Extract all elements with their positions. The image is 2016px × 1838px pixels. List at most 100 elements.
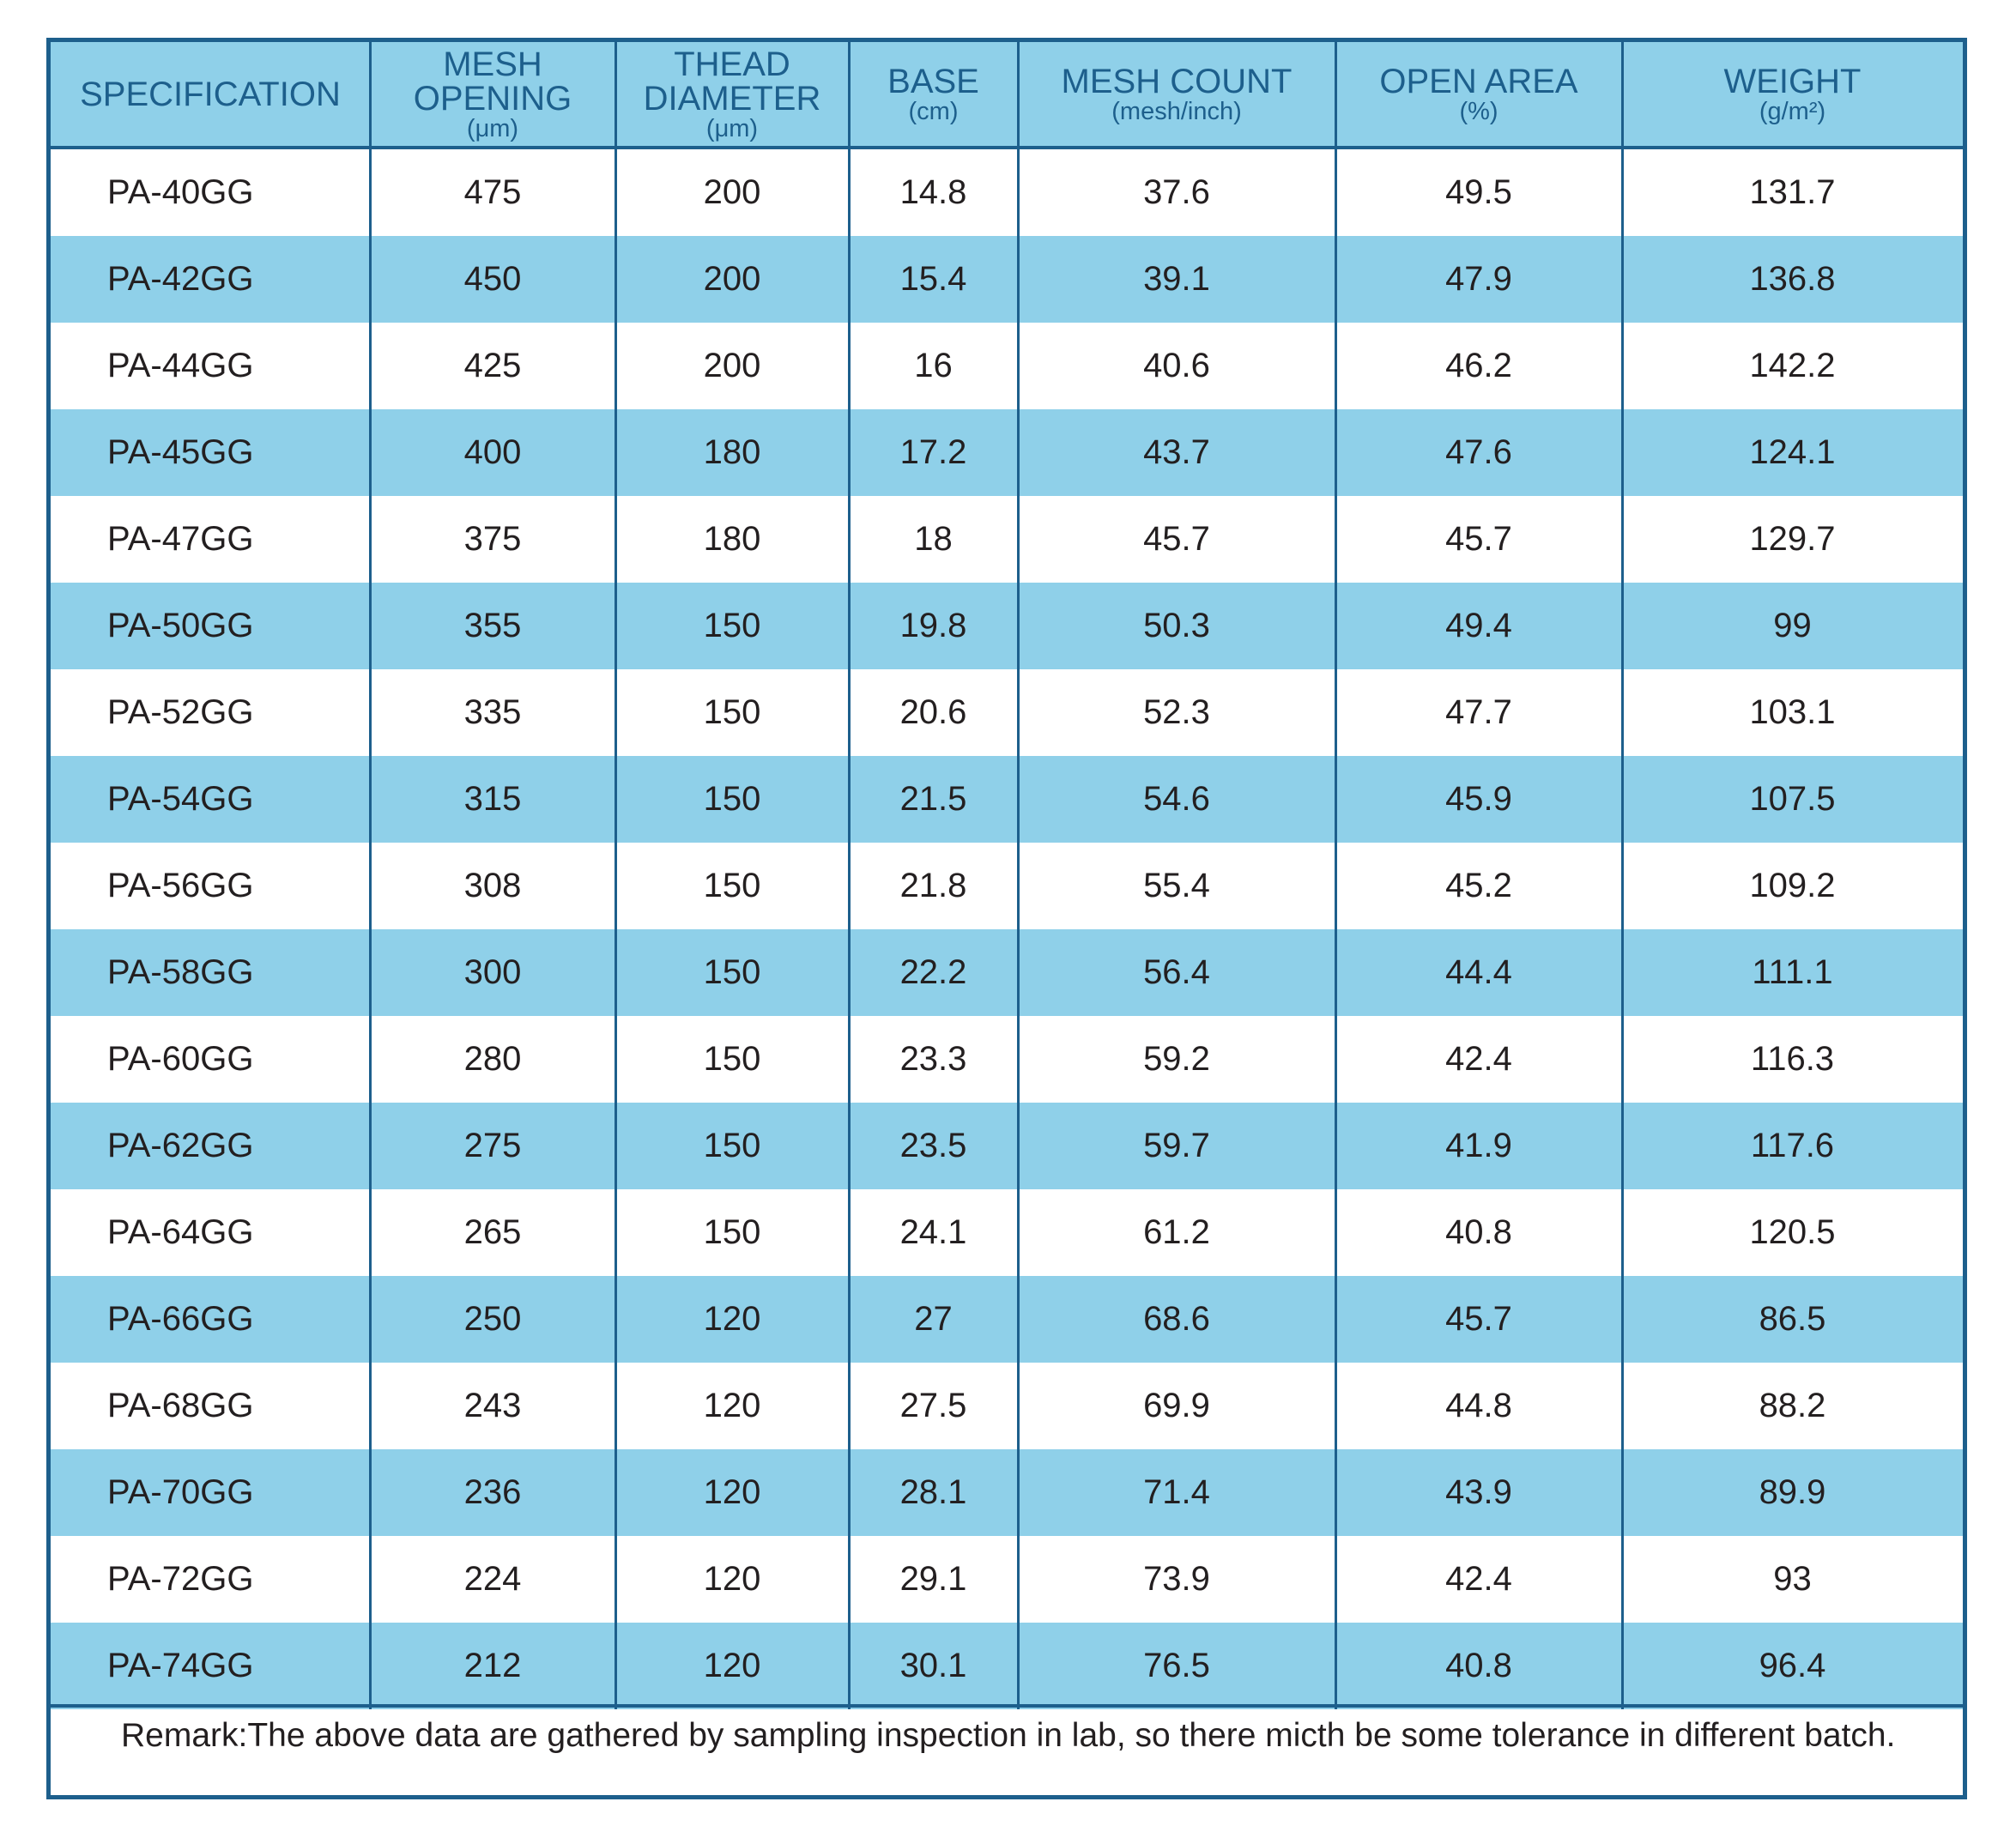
cell-mesh-count: 50.3 — [1143, 607, 1210, 644]
table-row: PA-70GG 236 120 28.1 71.4 43.9 89.9 — [51, 1449, 1963, 1536]
cell-mesh-opening: 212 — [463, 1647, 522, 1684]
header-base-title: BASE — [887, 62, 979, 100]
cell-weight: 116.3 — [1750, 1040, 1835, 1078]
table-row: PA-60GG 280 150 23.3 59.2 42.4 116.3 — [51, 1016, 1963, 1103]
cell-thread-diameter: 150 — [703, 1213, 761, 1251]
cell-weight: 89.9 — [1759, 1473, 1826, 1511]
column-divider — [369, 42, 372, 1709]
cell-mesh-opening: 243 — [463, 1387, 522, 1424]
cell-thread-diameter: 180 — [703, 433, 761, 471]
cell-base: 27 — [914, 1300, 953, 1338]
cell-base: 23.5 — [899, 1127, 967, 1164]
cell-base: 29.1 — [899, 1560, 967, 1598]
table-row: PA-64GG 265 150 24.1 61.2 40.8 120.5 — [51, 1189, 1963, 1276]
cell-thread-diameter: 200 — [703, 347, 761, 384]
cell-weight: 117.6 — [1750, 1127, 1835, 1164]
cell-open-area: 46.2 — [1445, 347, 1512, 384]
column-divider — [1335, 42, 1337, 1709]
header-thread-diameter: THEAD DIAMETER (μm) — [615, 42, 849, 146]
header-mesh-opening-unit: (μm) — [466, 114, 519, 142]
header-mesh-count-unit: (mesh/inch) — [1111, 97, 1242, 125]
cell-specification: PA-66GG — [107, 1300, 254, 1338]
cell-specification: PA-74GG — [107, 1647, 254, 1684]
cell-open-area: 45.2 — [1445, 867, 1512, 904]
cell-mesh-count: 55.4 — [1143, 867, 1210, 904]
cell-base: 21.8 — [899, 867, 967, 904]
cell-mesh-count: 71.4 — [1143, 1473, 1210, 1511]
cell-mesh-count: 59.2 — [1143, 1040, 1210, 1078]
cell-specification: PA-70GG — [107, 1473, 254, 1511]
table-row: PA-50GG 355 150 19.8 50.3 49.4 99 — [51, 583, 1963, 669]
header-weight: WEIGHT (g/m²) — [1622, 42, 1963, 146]
cell-thread-diameter: 150 — [703, 607, 761, 644]
cell-mesh-opening: 425 — [463, 347, 522, 384]
cell-mesh-opening: 450 — [463, 260, 522, 298]
cell-open-area: 45.7 — [1445, 520, 1512, 558]
cell-open-area: 40.8 — [1445, 1213, 1512, 1251]
cell-thread-diameter: 120 — [703, 1647, 761, 1684]
table-row: PA-47GG 375 180 18 45.7 45.7 129.7 — [51, 496, 1963, 583]
cell-thread-diameter: 150 — [703, 693, 761, 731]
cell-base: 24.1 — [899, 1213, 967, 1251]
cell-open-area: 45.9 — [1445, 780, 1512, 818]
cell-weight: 111.1 — [1752, 953, 1833, 991]
cell-specification: PA-68GG — [107, 1387, 254, 1424]
cell-base: 22.2 — [899, 953, 967, 991]
cell-thread-diameter: 120 — [703, 1473, 761, 1511]
table-row: PA-68GG 243 120 27.5 69.9 44.8 88.2 — [51, 1363, 1963, 1449]
cell-open-area: 47.6 — [1445, 433, 1512, 471]
table-row: PA-44GG 425 200 16 40.6 46.2 142.2 — [51, 323, 1963, 409]
cell-mesh-opening: 308 — [463, 867, 522, 904]
cell-mesh-count: 73.9 — [1143, 1560, 1210, 1598]
header-base: BASE (cm) — [849, 42, 1018, 146]
cell-weight: 103.1 — [1749, 693, 1836, 731]
cell-mesh-count: 40.6 — [1143, 347, 1210, 384]
column-divider — [1621, 42, 1624, 1709]
cell-base: 20.6 — [899, 693, 967, 731]
cell-mesh-opening: 400 — [463, 433, 522, 471]
table-header: SPECIFICATION MESH OPENING (μm) THEAD DIAME… — [51, 42, 1963, 149]
header-open-area: OPEN AREA (%) — [1335, 42, 1622, 146]
cell-mesh-count: 39.1 — [1143, 260, 1210, 298]
cell-mesh-opening: 236 — [463, 1473, 522, 1511]
header-mesh-count-title: MESH COUNT — [1061, 62, 1293, 100]
header-mesh-count: MESH COUNT (mesh/inch) — [1018, 42, 1335, 146]
table-row: PA-54GG 315 150 21.5 54.6 45.9 107.5 — [51, 756, 1963, 843]
cell-weight: 120.5 — [1749, 1213, 1836, 1251]
cell-mesh-opening: 335 — [463, 693, 522, 731]
cell-thread-diameter: 150 — [703, 867, 761, 904]
cell-weight: 93 — [1773, 1560, 1812, 1598]
cell-specification: PA-40GG — [107, 173, 254, 211]
cell-mesh-opening: 315 — [463, 780, 522, 818]
cell-base: 23.3 — [899, 1040, 967, 1078]
header-specification: SPECIFICATION — [51, 42, 370, 146]
cell-weight: 88.2 — [1759, 1387, 1826, 1424]
cell-weight: 131.7 — [1749, 173, 1836, 211]
cell-thread-diameter: 150 — [703, 780, 761, 818]
cell-mesh-count: 37.6 — [1143, 173, 1210, 211]
cell-open-area: 42.4 — [1445, 1560, 1512, 1598]
cell-thread-diameter: 200 — [703, 260, 761, 298]
cell-base: 15.4 — [899, 260, 967, 298]
table-row: PA-40GG 475 200 14.8 37.6 49.5 131.7 — [51, 149, 1963, 236]
header-weight-title: WEIGHT — [1723, 62, 1862, 100]
cell-specification: PA-58GG — [107, 953, 254, 991]
cell-specification: PA-52GG — [107, 693, 254, 731]
cell-mesh-opening: 300 — [463, 953, 522, 991]
cell-weight: 142.2 — [1749, 347, 1836, 384]
cell-specification: PA-47GG — [107, 520, 254, 558]
table-row: PA-62GG 275 150 23.5 59.7 41.9 117.6 — [51, 1103, 1963, 1189]
cell-mesh-count: 68.6 — [1143, 1300, 1210, 1338]
cell-thread-diameter: 150 — [703, 1127, 761, 1164]
cell-mesh-opening: 275 — [463, 1127, 522, 1164]
cell-specification: PA-62GG — [107, 1127, 254, 1164]
table-row: PA-72GG 224 120 29.1 73.9 42.4 93 — [51, 1536, 1963, 1623]
table-row: PA-45GG 400 180 17.2 43.7 47.6 124.1 — [51, 409, 1963, 496]
table-row: PA-52GG 335 150 20.6 52.3 47.7 103.1 — [51, 669, 1963, 756]
cell-thread-diameter: 120 — [703, 1560, 761, 1598]
cell-thread-diameter: 180 — [703, 520, 761, 558]
cell-open-area: 44.8 — [1445, 1387, 1512, 1424]
cell-thread-diameter: 120 — [703, 1300, 761, 1338]
cell-specification: PA-72GG — [107, 1560, 254, 1598]
cell-base: 19.8 — [899, 607, 967, 644]
